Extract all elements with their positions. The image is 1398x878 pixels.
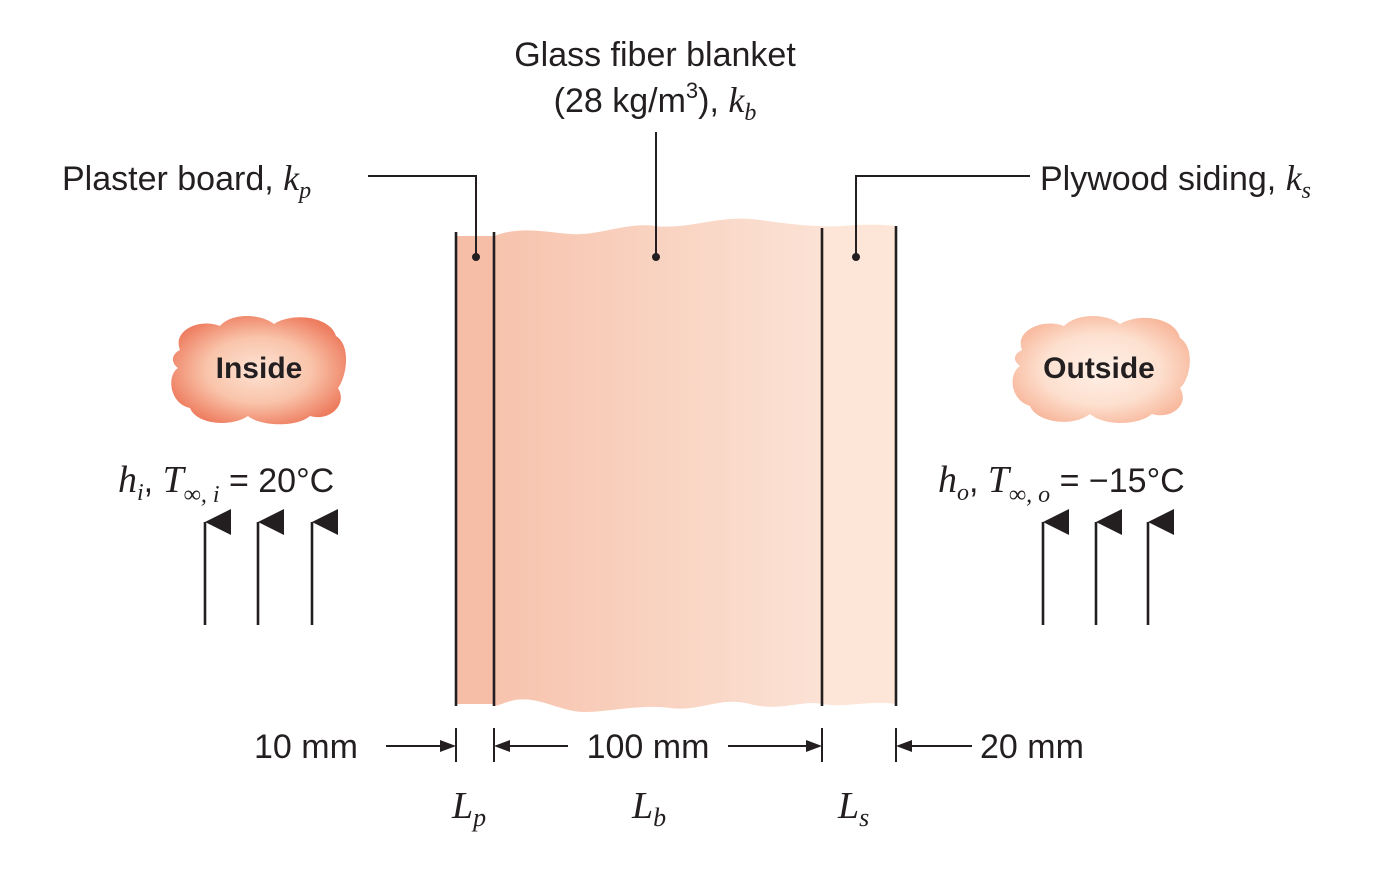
inside-flow-arrows xyxy=(203,509,338,625)
blanket-callout: Glass fiber blanket (28 kg/m3), kb xyxy=(514,36,796,261)
Lb-symbol: Lb xyxy=(631,785,666,832)
inside-cloud: Inside xyxy=(171,316,347,425)
Ls-symbol: Ls xyxy=(837,785,869,832)
plaster-thickness: 10 mm xyxy=(254,728,358,766)
plaster-point xyxy=(472,253,480,261)
inside-conditions: hi, T∞, i = 20°C xyxy=(118,459,334,508)
layer-symbols: Lp Lb Ls xyxy=(451,785,869,832)
plaster-label: Plaster board, kp xyxy=(62,158,311,204)
dimensions: 10 mm 100 mm 20 mm xyxy=(254,728,1084,766)
blanket-label-line1: Glass fiber blanket xyxy=(514,36,796,74)
outside-flow-arrows xyxy=(1041,509,1174,625)
inside-label: Inside xyxy=(216,352,303,385)
blanket-point xyxy=(652,253,660,261)
plywood-label: Plywood siding, ks xyxy=(1040,158,1311,204)
wall-layers xyxy=(454,218,898,712)
plywood-callout: Plywood siding, ks xyxy=(852,158,1311,261)
plywood-point xyxy=(852,253,860,261)
plaster-callout: Plaster board, kp xyxy=(62,158,480,261)
blanket-thickness: 100 mm xyxy=(587,728,710,766)
outside-conditions: ho, T∞, o = −15°C xyxy=(938,459,1185,508)
outside-label: Outside xyxy=(1043,352,1155,385)
outside-cloud: Outside xyxy=(1012,316,1190,423)
glass-fiber-blanket-layer xyxy=(494,218,822,712)
Lp-symbol: Lp xyxy=(451,785,486,832)
plywood-siding-layer xyxy=(822,224,896,706)
blanket-label-line2: (28 kg/m3), kb xyxy=(554,78,757,126)
siding-thickness: 20 mm xyxy=(980,728,1084,766)
plaster-board-layer xyxy=(456,236,494,704)
